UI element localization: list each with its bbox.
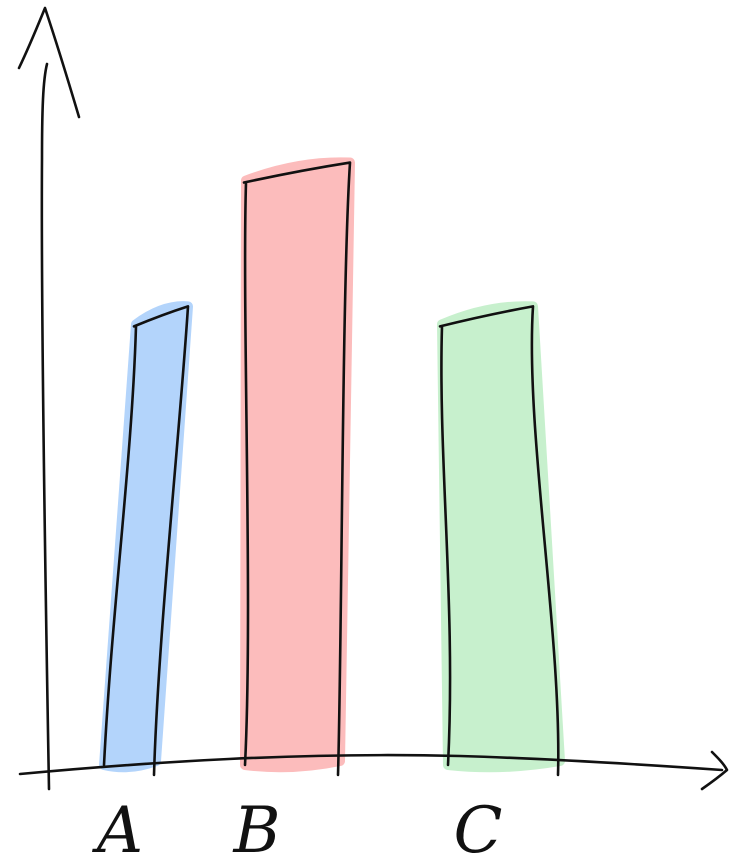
- category-label-c: C: [454, 794, 503, 863]
- bars-group: [99, 157, 565, 777]
- category-labels: A B C: [92, 794, 503, 863]
- x-axis-arrowhead: [700, 750, 729, 791]
- y-axis-arrowhead: [17, 6, 81, 119]
- bar-outline-c: [438, 305, 560, 777]
- category-label-a: A: [92, 794, 143, 863]
- bar-outline-b: [242, 161, 352, 777]
- y-axis-line: [40, 62, 51, 791]
- category-label-b: B: [232, 794, 280, 863]
- bar-fill-c: [437, 301, 565, 773]
- bar-outline-a: [102, 305, 190, 777]
- x-axis-line: [18, 753, 724, 776]
- bar-fill-b: [240, 157, 355, 773]
- bar-fill-a: [99, 301, 193, 773]
